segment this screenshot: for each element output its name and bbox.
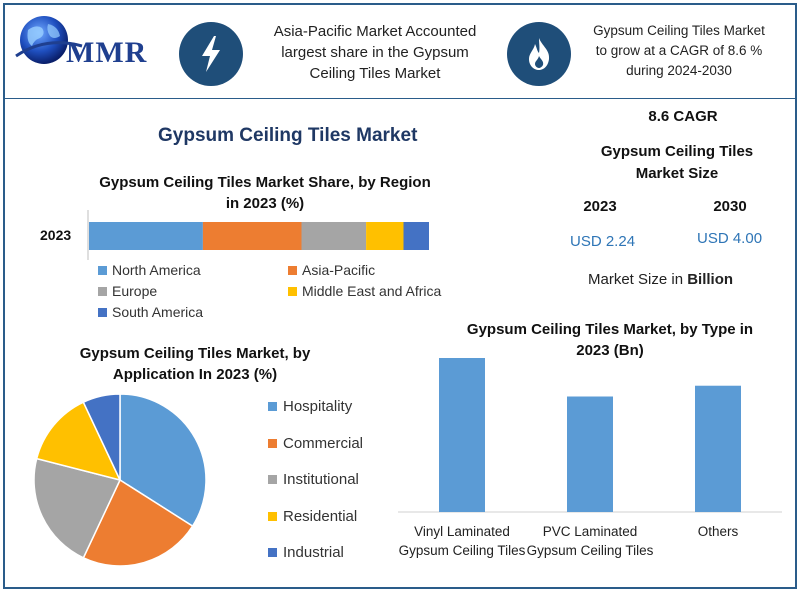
legend-label: Residential <box>283 507 358 525</box>
value-2023: USD 2.24 <box>570 233 636 250</box>
market-size-title-line: Gypsum Ceiling Tiles <box>600 143 754 160</box>
application-legend: Hospitality Commercial Institutional Reside… <box>268 398 388 568</box>
type-x-tick-label-line: PVC Laminated <box>542 524 638 539</box>
application-chart-title: Gypsum Ceiling Tiles Market, by Applicat… <box>60 343 330 385</box>
legend-swatch <box>268 548 277 557</box>
legend-label: Hospitality <box>283 398 353 415</box>
type-chart-title: Gypsum Ceiling Tiles Market, by Type in … <box>440 319 780 361</box>
legend-swatch <box>288 286 297 296</box>
flame-icon <box>529 38 550 70</box>
application-chart-title-line: Application In 2023 (%) <box>112 366 278 383</box>
region-legend-item: Europe <box>98 283 157 299</box>
logo: MMR <box>14 12 164 72</box>
region-stacked-bar-chart: 2023 <box>40 210 429 260</box>
legend-swatch <box>98 307 107 317</box>
header-message-right-line: during 2024-2030 <box>626 63 732 78</box>
legend-label: Commercial <box>283 434 364 452</box>
type-x-tick-label: Vinyl Laminated Gypsum Ceiling Tiles <box>388 522 536 560</box>
legend-label: South America <box>112 304 204 320</box>
region-legend-item: Asia-Pacific <box>288 262 375 278</box>
type-x-axis-labels: Vinyl Laminated Gypsum Ceiling Tiles PVC L… <box>390 522 790 566</box>
year-2023: 2023 <box>583 198 617 215</box>
type-x-tick-label-line: Others <box>697 524 739 539</box>
region-bar-segment <box>366 222 404 250</box>
market-size-unit-bold: Billion <box>687 271 734 288</box>
pie-slice <box>82 393 121 481</box>
header-message-left-line: Ceiling Tiles Market <box>309 65 441 82</box>
application-legend-item: Industrial <box>268 544 344 561</box>
market-size-unit-prefix: Market Size in <box>588 271 688 288</box>
region-chart-title-line: in 2023 (%) <box>225 195 305 212</box>
legend-swatch <box>268 438 277 448</box>
header-message-right-line: to grow at a CAGR of 8.6 % <box>595 43 763 58</box>
type-x-tick-label-line: Gypsum Ceiling Tiles <box>526 543 654 558</box>
header-message-right-line: Gypsum Ceiling Tiles Market <box>593 23 765 38</box>
header-message-left-line: Asia-Pacific Market Accounted <box>273 23 477 40</box>
application-legend-item: Hospitality <box>268 398 352 415</box>
type-x-tick-label: Others <box>644 522 792 541</box>
logo-text: MMR <box>66 36 148 69</box>
region-bar-segment <box>301 222 367 250</box>
type-bar <box>439 358 485 512</box>
region-legend-item: South America <box>98 304 203 320</box>
legend-swatch <box>268 511 277 521</box>
legend-swatch <box>268 475 277 484</box>
globe-icon <box>15 16 83 64</box>
region-category-label: 2023 <box>40 227 71 243</box>
type-x-tick-label-line: Gypsum Ceiling Tiles <box>398 543 526 558</box>
cagr-value: 8.6 CAGR <box>648 108 718 125</box>
region-bar-segment <box>403 222 429 250</box>
lightning-icon <box>202 36 220 72</box>
region-legend: North America Asia-Pacific Europe Middle Ea… <box>98 262 468 322</box>
region-chart-title-line: Gypsum Ceiling Tiles Market Share, by Re… <box>99 174 431 191</box>
market-size-unit: Market Size in Billion <box>588 271 733 288</box>
region-legend-item: Middle East and Africa <box>288 283 441 299</box>
legend-label: Industrial <box>283 544 344 561</box>
type-x-tick-label: PVC Laminated Gypsum Ceiling Tiles <box>516 522 664 560</box>
page-title: Gypsum Ceiling Tiles Market <box>158 125 418 146</box>
legend-swatch <box>98 286 107 296</box>
type-chart-title-line: 2023 (Bn) <box>576 342 644 359</box>
flame-badge <box>507 22 571 86</box>
type-x-tick-label-line: Vinyl Laminated <box>414 524 510 539</box>
application-pie-chart <box>33 393 207 567</box>
region-chart-title: Gypsum Ceiling Tiles Market Share, by Re… <box>70 172 460 214</box>
legend-label: Europe <box>112 283 158 299</box>
region-bar-segment <box>202 222 302 250</box>
application-legend-item: Commercial <box>268 435 363 452</box>
header-message-left: Asia-Pacific Market Accounted largest sh… <box>258 21 492 84</box>
lightning-badge <box>179 22 243 86</box>
type-bar <box>695 385 741 512</box>
application-legend-item: Residential <box>268 508 357 525</box>
pie-slice <box>35 401 122 482</box>
type-chart-title-line: Gypsum Ceiling Tiles Market, by Type in <box>466 321 754 338</box>
region-bar-segment <box>89 222 203 250</box>
header-message-left-line: largest share in the Gypsum <box>281 44 469 61</box>
pie-slice <box>33 457 122 559</box>
legend-swatch <box>98 265 107 275</box>
type-bar <box>567 396 613 512</box>
value-2030: USD 4.00 <box>697 230 763 247</box>
legend-label: North America <box>112 262 201 278</box>
application-chart-title-line: Gypsum Ceiling Tiles Market, by <box>79 345 311 362</box>
legend-label: Asia-Pacific <box>302 262 376 278</box>
market-size-title: Gypsum Ceiling Tiles Market Size <box>582 141 772 185</box>
region-legend-item: North America <box>98 262 201 278</box>
legend-swatch <box>288 265 297 275</box>
legend-swatch <box>268 402 277 411</box>
application-legend-item: Institutional <box>268 471 359 488</box>
year-2030: 2030 <box>713 198 747 215</box>
legend-label: Institutional <box>283 471 359 488</box>
header-divider <box>5 98 795 99</box>
header-message-right: Gypsum Ceiling Tiles Market to grow at a… <box>584 21 774 81</box>
type-bar-chart <box>398 358 782 513</box>
infographic-frame <box>3 3 797 589</box>
legend-label: Middle East and Africa <box>302 283 442 299</box>
market-size-title-line: Market Size <box>635 165 719 182</box>
